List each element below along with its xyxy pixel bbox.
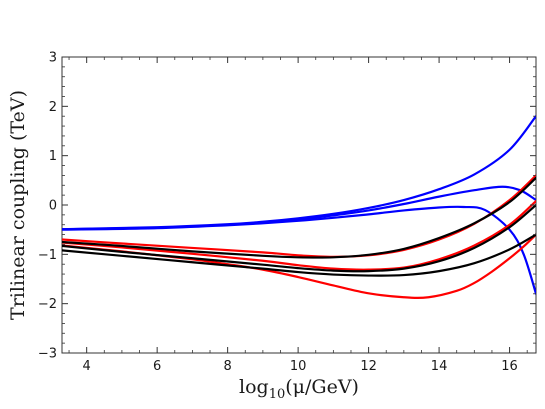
- series-layer: [62, 115, 536, 299]
- series-line-6: [62, 233, 536, 299]
- series-line-4: [62, 174, 536, 258]
- series-line-5: [62, 199, 536, 271]
- series-line-8: [62, 203, 536, 273]
- series-line-1: [62, 115, 536, 231]
- y-tick-label: −1: [38, 248, 57, 263]
- x-tick-label: 4: [83, 359, 91, 374]
- y-tick-label: 0: [49, 199, 57, 214]
- y-axis-title: Trilinear coupling (TeV): [7, 90, 29, 320]
- y-tick-label: 3: [49, 51, 57, 66]
- series-line-7: [62, 176, 536, 259]
- y-tick-label: −3: [38, 347, 57, 362]
- x-tick-label: 10: [290, 359, 307, 374]
- y-tick-label: 2: [49, 100, 57, 115]
- x-tick-label: 8: [223, 359, 231, 374]
- plot-frame: [61, 56, 537, 354]
- x-tick-label: 12: [360, 359, 377, 374]
- x-tick-label: 6: [153, 359, 161, 374]
- x-axis-title: log10(μ/GeV): [239, 376, 359, 402]
- x-tick-label: 16: [501, 359, 518, 374]
- x-tick-label: 14: [431, 359, 448, 374]
- y-tick-label: 1: [49, 149, 57, 164]
- x-axis-title-subscript: 10: [269, 387, 286, 402]
- y-tick-label: −2: [38, 297, 57, 312]
- series-line-9: [62, 233, 536, 277]
